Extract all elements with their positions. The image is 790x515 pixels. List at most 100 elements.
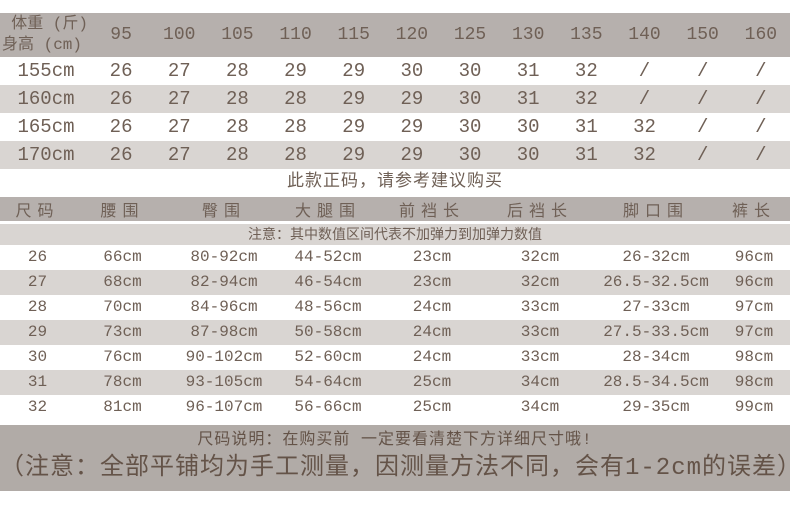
size-value-cell: 29	[342, 116, 366, 138]
size-value-cell: 30	[516, 144, 540, 166]
measure-col-header: 脚口围	[594, 197, 718, 224]
measure-value-cell: 48-56cm	[294, 298, 362, 316]
measure-col-header: 后裆长	[486, 197, 594, 224]
size-value-cell: /	[696, 88, 709, 110]
size-chart-row: 165cm 26 27 28 28 29 29 30 30 31 32 / /	[0, 113, 790, 141]
size-value-cell: 28	[225, 116, 249, 138]
measure-col-header: 臀围	[170, 197, 278, 224]
measure-value-cell: 98cm	[734, 348, 774, 366]
measure-value-cell: 34cm	[520, 373, 560, 391]
size-value-cell: 26	[109, 60, 133, 82]
size-value-cell: 31	[516, 60, 540, 82]
measure-value-cell: 23cm	[412, 273, 452, 291]
size-value-cell: 30	[516, 116, 540, 138]
size-value-cell: 31	[574, 116, 598, 138]
size-value-cell: 32	[633, 116, 656, 138]
top-margin	[0, 0, 790, 13]
corner-height-label: 身高 (cm)	[2, 36, 83, 54]
measure-size-cell: 28	[27, 298, 48, 316]
measure-value-cell: 97cm	[734, 298, 774, 316]
measure-value-cell: 23cm	[412, 248, 452, 266]
measure-value-cell: 68cm	[103, 273, 142, 291]
measure-body: 注意：其中数值区间代表不加弹力到加弹力数值 26 66cm 80-92cm 44-52…	[0, 222, 790, 420]
measure-col-header: 前裆长	[378, 197, 486, 224]
size-value-cell: 27	[167, 60, 191, 82]
measure-value-cell: 96cm	[734, 273, 774, 291]
measure-value-cell: 34cm	[520, 398, 560, 416]
measure-value-cell: 96-107cm	[185, 398, 263, 416]
size-value-cell: 29	[400, 88, 424, 110]
size-value-cell: 30	[458, 60, 482, 82]
measure-value-cell: 33cm	[520, 323, 560, 341]
weight-col-header: 95	[110, 25, 132, 45]
size-chart-row: 170cm 26 27 28 28 29 29 30 30 31 32 / /	[0, 141, 790, 169]
size-value-cell: 29	[400, 116, 424, 138]
measurement-disclaimer: （注意：全部平铺均为手工测量，因测量方法不同，会有1-2cm的误差）	[0, 454, 790, 482]
weight-col-header: 140	[628, 25, 661, 45]
weight-col-header: 150	[686, 25, 719, 45]
measure-value-cell: 24cm	[412, 348, 452, 366]
measure-value-cell: 73cm	[103, 323, 142, 341]
measure-value-cell: 98cm	[734, 373, 774, 391]
size-value-cell: 31	[574, 144, 598, 166]
weight-col-header: 120	[395, 25, 429, 45]
measure-value-cell: 28.5-34.5cm	[603, 373, 709, 391]
measure-size-cell: 29	[27, 323, 48, 341]
size-value-cell: 29	[342, 88, 366, 110]
size-value-cell: 27	[167, 144, 191, 166]
footer-note-band: 尺码说明：在购买前 一定要看清楚下方详细尺寸哦! （注意：全部平铺均为手工测量，…	[0, 424, 790, 491]
weight-col-header: 115	[337, 25, 370, 45]
measure-value-cell: 93-105cm	[185, 373, 263, 391]
size-value-cell: 29	[342, 144, 366, 166]
measure-value-cell: 32cm	[520, 248, 560, 266]
size-value-cell: /	[638, 60, 651, 82]
size-value-cell: 29	[342, 60, 366, 82]
measure-value-cell: 52-60cm	[294, 348, 362, 366]
size-chart-row: 155cm 26 27 28 29 29 30 30 31 32 / / /	[0, 57, 790, 85]
size-value-cell: 32	[574, 60, 598, 82]
measure-value-cell: 80-92cm	[190, 248, 258, 266]
measure-value-cell: 33cm	[520, 298, 560, 316]
measure-value-cell: 27-33cm	[622, 298, 690, 316]
measure-value-cell: 97cm	[734, 323, 774, 341]
height-label: 165cm	[17, 116, 75, 138]
weight-col-header: 160	[744, 25, 778, 45]
size-value-cell: /	[696, 116, 709, 138]
measure-value-cell: 76cm	[103, 348, 142, 366]
measure-row: 29 73cm 87-98cm 50-58cm 24cm 33cm 27.5-33.5cm 9…	[0, 319, 790, 345]
size-value-cell: /	[755, 60, 767, 82]
measure-value-cell: 25cm	[412, 373, 452, 391]
measure-value-cell: 25cm	[412, 398, 452, 416]
corner-header: 体重 (斤) 身高 (cm)	[0, 13, 92, 57]
size-value-cell: 31	[516, 88, 540, 110]
measure-value-cell: 56-66cm	[294, 398, 362, 416]
size-value-cell: /	[638, 88, 651, 110]
size-value-cell: 30	[458, 116, 482, 138]
size-value-cell: 30	[458, 144, 482, 166]
size-value-cell: 28	[225, 144, 249, 166]
weight-header-row: 体重 (斤) 身高 (cm) 95 100 105 110 115 120 125 130 13…	[0, 13, 790, 57]
measure-value-cell: 33cm	[520, 348, 560, 366]
measure-value-cell: 54-64cm	[294, 373, 362, 391]
height-label: 160cm	[17, 88, 75, 110]
height-label: 170cm	[17, 144, 75, 166]
fit-note: 此款正码，请参考建议购买	[0, 169, 790, 197]
weight-col-header: 100	[163, 25, 196, 45]
stretch-note-row: 注意：其中数值区间代表不加弹力到加弹力数值	[0, 222, 790, 245]
size-value-cell: /	[696, 60, 709, 82]
size-chart-body: 155cm 26 27 28 29 29 30 30 31 32 / / / 160cm 26 27 28 28 2…	[0, 57, 790, 169]
size-value-cell: 29	[400, 144, 424, 166]
corner-weight-label: 体重 (斤)	[11, 15, 88, 33]
measure-value-cell: 82-94cm	[190, 273, 258, 291]
weight-col-header: 135	[570, 25, 603, 45]
measure-row: 27 68cm 82-94cm 46-54cm 23cm 32cm 26.5-32.5cm 9…	[0, 269, 790, 295]
measure-col-header: 尺码	[0, 197, 75, 224]
size-value-cell: /	[755, 116, 767, 138]
measurements-table: 尺码 腰围 臀围 大腿围 前裆长 后裆长 脚口围 裤长 注意：其中数值区间代表不加弹力到加弹力…	[0, 197, 790, 420]
weight-col-header: 130	[511, 25, 545, 45]
measure-value-cell: 46-54cm	[294, 273, 362, 291]
measure-col-header: 裤长	[718, 197, 790, 224]
stretch-note: 注意：其中数值区间代表不加弹力到加弹力数值	[248, 228, 542, 245]
measure-row: 32 81cm 96-107cm 56-66cm 25cm 34cm 29-35cm 99cm	[0, 394, 790, 420]
